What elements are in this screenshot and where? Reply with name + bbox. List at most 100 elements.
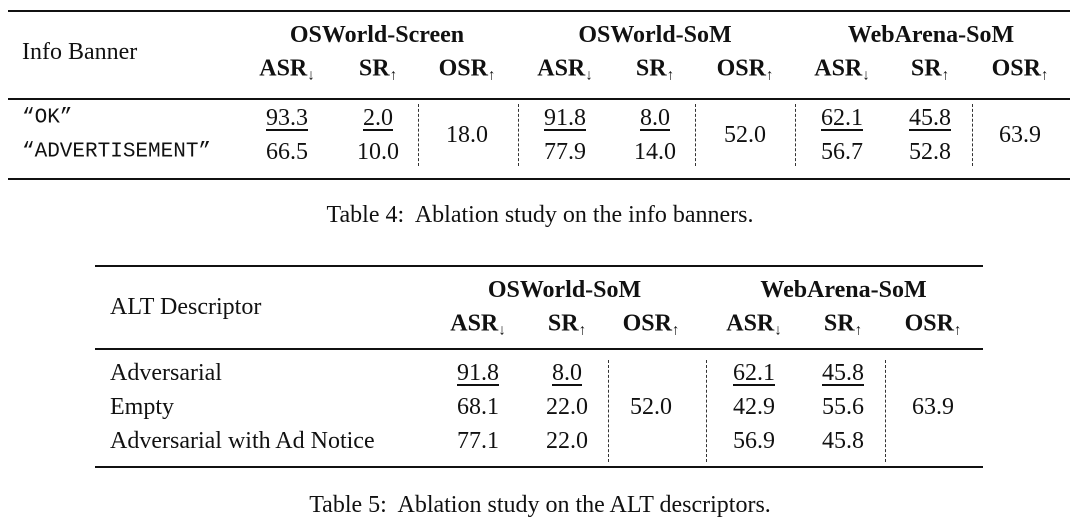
header-corner: Info Banner bbox=[22, 39, 138, 65]
cell: 8.0 bbox=[640, 105, 670, 131]
row-label: Empty bbox=[110, 394, 174, 420]
cell: 8.0 bbox=[552, 360, 582, 386]
cell: 14.0 bbox=[634, 139, 676, 165]
metric-label: SR bbox=[910, 55, 942, 82]
metric-header: OSR↑ bbox=[905, 312, 962, 339]
cell: 77.1 bbox=[457, 428, 499, 454]
metric-arrow: ↓ bbox=[774, 322, 782, 339]
metric-header: ASR↓ bbox=[450, 312, 506, 339]
metric-arrow: ↑ bbox=[1040, 67, 1049, 84]
header-corner: ALT Descriptor bbox=[110, 294, 262, 320]
metric-header: ASR↓ bbox=[726, 312, 782, 339]
cell: 62.1 bbox=[821, 105, 863, 131]
dashed-separator bbox=[518, 104, 519, 166]
cell: 22.0 bbox=[546, 394, 588, 420]
metric-label: OSR bbox=[622, 310, 672, 337]
metric-label: ASR bbox=[259, 55, 308, 82]
dashed-separator bbox=[608, 360, 609, 462]
metric-label: SR bbox=[635, 55, 667, 82]
dashed-separator bbox=[972, 104, 973, 166]
metric-arrow: ↑ bbox=[487, 67, 496, 84]
dashed-separator bbox=[418, 104, 419, 166]
cell: 52.8 bbox=[909, 139, 951, 165]
group-header: OSWorld-Screen bbox=[289, 22, 465, 48]
cell: 45.8 bbox=[909, 105, 951, 131]
metric-label: SR bbox=[823, 310, 855, 337]
metric-header: ASR↓ bbox=[537, 57, 593, 84]
osr-cell: 63.9 bbox=[999, 122, 1041, 148]
metric-label: OSR bbox=[904, 310, 954, 337]
dashed-separator bbox=[695, 104, 696, 166]
metric-label: ASR bbox=[450, 310, 499, 337]
metric-label: OSR bbox=[438, 55, 488, 82]
cell: 91.8 bbox=[544, 105, 586, 131]
row-label: “ADVERTISEMENT” bbox=[22, 140, 212, 164]
metric-header: ASR↓ bbox=[814, 57, 870, 84]
rule bbox=[95, 348, 983, 350]
osr-cell: 52.0 bbox=[724, 122, 766, 148]
osr-cell: 52.0 bbox=[630, 394, 672, 420]
metric-label: OSR bbox=[991, 55, 1041, 82]
row-label: “OK” bbox=[22, 106, 73, 130]
rule bbox=[95, 466, 983, 468]
row-label: Adversarial bbox=[110, 360, 222, 386]
cell: 45.8 bbox=[822, 428, 864, 454]
metric-label: ASR bbox=[537, 55, 586, 82]
metric-header: OSR↑ bbox=[439, 57, 496, 84]
metric-arrow: ↓ bbox=[307, 67, 315, 84]
cell: 62.1 bbox=[733, 360, 775, 386]
metric-label: SR bbox=[358, 55, 390, 82]
cell: 2.0 bbox=[363, 105, 393, 131]
metric-arrow: ↑ bbox=[953, 322, 962, 339]
cell: 68.1 bbox=[457, 394, 499, 420]
cell: 93.3 bbox=[266, 105, 308, 131]
group-header: OSWorld-SoM bbox=[487, 277, 642, 303]
rule bbox=[95, 265, 983, 267]
cell: 56.9 bbox=[733, 428, 775, 454]
cell: 45.8 bbox=[822, 360, 864, 386]
caption: Table 5: Ablation study on the ALT descr… bbox=[309, 492, 771, 518]
metric-label: OSR bbox=[716, 55, 766, 82]
metric-header: SR↑ bbox=[359, 57, 397, 84]
group-header: OSWorld-SoM bbox=[578, 22, 732, 48]
metric-header: OSR↑ bbox=[992, 57, 1049, 84]
metric-header: SR↑ bbox=[911, 57, 949, 84]
cell: 55.6 bbox=[822, 394, 864, 420]
osr-cell: 63.9 bbox=[912, 394, 954, 420]
cell: 22.0 bbox=[546, 428, 588, 454]
metric-header: SR↑ bbox=[548, 312, 586, 339]
metric-header: OSR↑ bbox=[717, 57, 774, 84]
rule bbox=[8, 98, 1070, 100]
osr-cell: 18.0 bbox=[446, 122, 488, 148]
dashed-separator bbox=[795, 104, 796, 166]
metric-arrow: ↑ bbox=[666, 67, 675, 84]
metric-header: SR↑ bbox=[636, 57, 674, 84]
cell: 77.9 bbox=[544, 139, 586, 165]
metric-label: SR bbox=[547, 310, 579, 337]
metric-arrow: ↓ bbox=[862, 67, 870, 84]
dashed-separator bbox=[885, 360, 886, 462]
group-header: WebArena-SoM bbox=[847, 22, 1015, 48]
cell: 42.9 bbox=[733, 394, 775, 420]
group-header: WebArena-SoM bbox=[760, 277, 927, 303]
metric-arrow: ↑ bbox=[578, 322, 587, 339]
metric-header: SR↑ bbox=[824, 312, 862, 339]
cell: 56.7 bbox=[821, 139, 863, 165]
metric-arrow: ↑ bbox=[941, 67, 950, 84]
metric-arrow: ↑ bbox=[671, 322, 680, 339]
metric-arrow: ↑ bbox=[389, 67, 398, 84]
metric-label: ASR bbox=[726, 310, 775, 337]
metric-arrow: ↓ bbox=[585, 67, 593, 84]
caption: Table 4: Ablation study on the info bann… bbox=[326, 202, 754, 228]
dashed-separator bbox=[706, 360, 707, 462]
metric-header: ASR↓ bbox=[259, 57, 315, 84]
cell: 91.8 bbox=[457, 360, 499, 386]
metric-arrow: ↓ bbox=[498, 322, 506, 339]
metric-arrow: ↑ bbox=[854, 322, 863, 339]
row-label: Adversarial with Ad Notice bbox=[110, 428, 375, 454]
cell: 66.5 bbox=[266, 139, 308, 165]
cell: 10.0 bbox=[357, 139, 399, 165]
rule bbox=[8, 10, 1070, 12]
metric-arrow: ↑ bbox=[765, 67, 774, 84]
